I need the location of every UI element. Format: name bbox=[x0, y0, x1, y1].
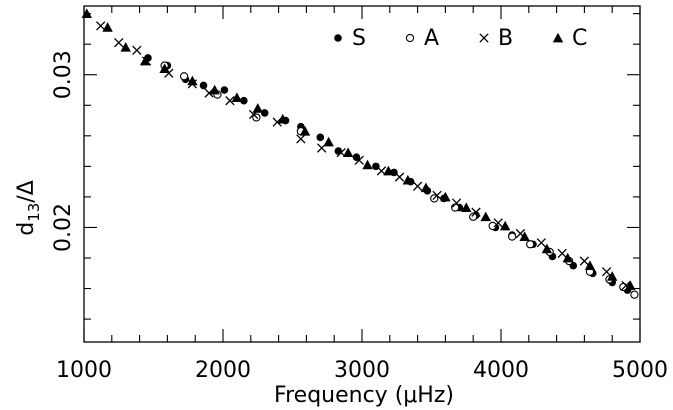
marker-c bbox=[541, 243, 553, 254]
marker-s bbox=[260, 109, 269, 117]
marker-c bbox=[420, 182, 432, 193]
marker-b bbox=[114, 37, 124, 48]
marker-c bbox=[209, 84, 220, 95]
marker-c bbox=[402, 174, 414, 185]
marker-a bbox=[507, 232, 517, 241]
marker-c bbox=[277, 113, 288, 124]
y-tick-label: 0.03 bbox=[51, 50, 76, 99]
x-tick-label: 5000 bbox=[612, 358, 668, 383]
y-axis-title-subscript: 13 bbox=[25, 203, 43, 222]
marker-b bbox=[601, 267, 612, 277]
marker-c bbox=[231, 92, 243, 103]
marker-c bbox=[120, 42, 131, 52]
marker-c bbox=[625, 280, 636, 290]
legend-label-a: A bbox=[424, 26, 439, 51]
legend-marker-s bbox=[334, 34, 342, 42]
marker-a bbox=[488, 221, 497, 231]
x-tick-label: 2000 bbox=[195, 358, 251, 383]
marker-c bbox=[323, 136, 334, 147]
y-axis-title-main: d bbox=[14, 222, 39, 236]
marker-c bbox=[102, 22, 113, 32]
marker-c bbox=[187, 75, 198, 86]
marker-b bbox=[451, 198, 462, 208]
marker-b bbox=[394, 172, 405, 182]
marker-c bbox=[461, 202, 472, 213]
marker-a bbox=[469, 212, 478, 221]
marker-b bbox=[432, 190, 442, 201]
legend-marker-b bbox=[479, 33, 489, 43]
marker-a bbox=[526, 240, 535, 249]
marker-s bbox=[316, 133, 325, 142]
y-tick-label: 0.02 bbox=[51, 203, 76, 252]
marker-b bbox=[493, 218, 503, 228]
plot-border bbox=[83, 5, 641, 343]
marker-b bbox=[354, 155, 364, 165]
marker-c bbox=[607, 271, 618, 281]
legend-label-s: S bbox=[352, 26, 366, 51]
axis-ticks: 1000 2000 3000 4000 5000 0.02 0.03 bbox=[51, 6, 668, 383]
marker-c bbox=[139, 55, 151, 66]
marker-s bbox=[372, 162, 380, 171]
marker-a bbox=[179, 72, 189, 81]
x-tick-label: 1000 bbox=[56, 358, 112, 383]
marker-s bbox=[334, 147, 343, 155]
marker-c bbox=[342, 147, 354, 158]
marker-c bbox=[519, 231, 530, 242]
x-tick-label: 4000 bbox=[473, 358, 529, 383]
marker-b bbox=[536, 238, 546, 248]
marker-b bbox=[557, 248, 567, 259]
marker-c bbox=[584, 260, 596, 271]
marker-b bbox=[96, 21, 106, 31]
marker-b bbox=[225, 96, 235, 106]
marker-s bbox=[240, 96, 248, 105]
marker-c bbox=[159, 63, 170, 74]
marker-c bbox=[299, 126, 311, 136]
marker-b bbox=[471, 207, 481, 217]
marker-c bbox=[252, 103, 263, 113]
data-markers bbox=[81, 8, 639, 299]
marker-c bbox=[480, 211, 491, 222]
legend-marker-a bbox=[405, 33, 415, 43]
marker-b bbox=[132, 45, 142, 55]
marker-b bbox=[579, 256, 590, 266]
marker-c bbox=[81, 8, 92, 19]
marker-a bbox=[630, 290, 639, 299]
marker-c bbox=[440, 191, 451, 202]
marker-c bbox=[362, 159, 373, 170]
plot-frame bbox=[83, 5, 641, 343]
legend-label-c: C bbox=[572, 26, 587, 51]
y-axis-title: d13/Δ bbox=[14, 180, 43, 236]
x-tick-label: 3000 bbox=[334, 358, 390, 383]
marker-s bbox=[199, 81, 208, 90]
legend-marker-c bbox=[552, 32, 564, 43]
legend-label-b: B bbox=[498, 26, 513, 51]
marker-c bbox=[499, 220, 511, 231]
marker-b bbox=[412, 181, 423, 191]
marker-c bbox=[562, 252, 573, 263]
marker-c bbox=[383, 165, 394, 176]
x-axis-title: Frequency (μHz) bbox=[274, 383, 454, 408]
marker-s bbox=[220, 86, 229, 94]
y-axis-title-tail: /Δ bbox=[14, 180, 39, 202]
marker-b bbox=[296, 134, 306, 144]
